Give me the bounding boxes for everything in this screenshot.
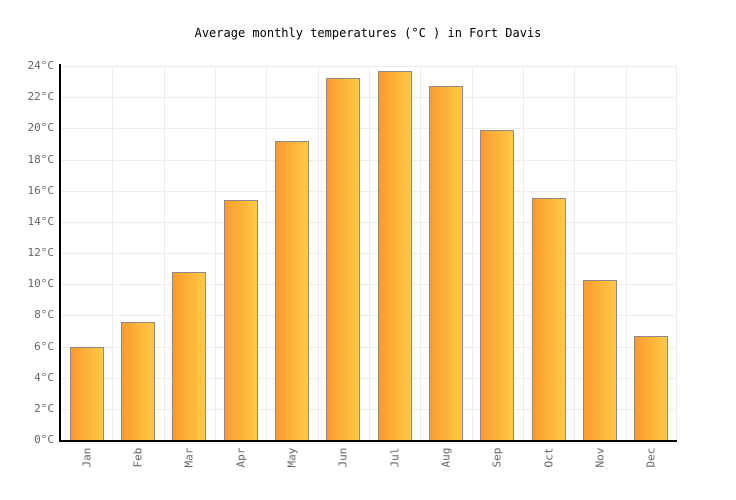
y-axis-tick-label: 20°C <box>27 121 55 135</box>
gridline-vertical <box>676 66 677 440</box>
x-axis-tick-label: Dec <box>644 447 658 468</box>
gridline-vertical <box>523 66 524 440</box>
bar-sep <box>480 129 515 440</box>
bar-dec <box>634 335 669 440</box>
y-axis-tick-label: 14°C <box>27 214 55 228</box>
x-axis-tick-label: Feb <box>131 447 145 468</box>
bar-apr <box>223 200 258 440</box>
y-axis-tick-label: 8°C <box>34 308 54 322</box>
gridline-vertical <box>164 66 165 440</box>
bar-jan <box>69 346 104 440</box>
gridline-vertical <box>472 66 473 440</box>
y-axis-tick-label: 4°C <box>34 370 54 384</box>
x-axis-tick-label: Nov <box>593 447 607 468</box>
y-axis-tick-label: 24°C <box>27 59 55 72</box>
bar-mar <box>172 271 207 440</box>
y-axis-tick-label: 0°C <box>34 433 54 446</box>
x-axis-tick-label: Sep <box>490 447 504 468</box>
bar-aug <box>429 86 463 440</box>
x-axis-tick-label: Aug <box>439 447 453 468</box>
gridline-vertical <box>420 66 421 440</box>
bar-may <box>275 140 309 440</box>
x-axis-tick-label: Jan <box>80 447 94 468</box>
bar-nov <box>583 279 617 440</box>
y-axis-tick-label: 16°C <box>27 183 55 197</box>
x-axis-tick-label: Apr <box>234 447 248 468</box>
x-axis-tick-label: Mar <box>182 447 196 468</box>
gridline-vertical <box>112 66 113 440</box>
x-axis-line <box>59 440 677 442</box>
y-axis-tick-label: 18°C <box>27 152 55 166</box>
y-axis-tick-label: 6°C <box>34 339 54 353</box>
bar-oct <box>531 198 566 440</box>
gridline-vertical <box>369 66 370 440</box>
y-axis-line <box>59 64 61 442</box>
gridline-vertical <box>318 66 319 440</box>
bar-feb <box>121 321 155 440</box>
x-axis-tick-label: Jul <box>388 447 402 468</box>
y-axis-tick-label: 2°C <box>34 401 54 415</box>
bar-jul <box>377 70 412 440</box>
gridline-vertical <box>266 66 267 440</box>
x-axis-tick-label: Jun <box>336 447 350 468</box>
gridline-vertical <box>626 66 627 440</box>
y-axis-tick-label: 12°C <box>27 246 55 259</box>
x-axis-tick-label: Oct <box>542 447 556 468</box>
gridline-vertical <box>215 66 216 440</box>
chart-title: Average monthly temperatures (°C ) in Fo… <box>194 26 542 40</box>
y-axis-tick-label: 22°C <box>27 90 55 104</box>
gridline-vertical <box>574 66 575 440</box>
x-axis-tick-label: May <box>285 447 299 468</box>
plot-area <box>61 66 677 440</box>
y-axis-tick-label: 10°C <box>27 277 55 291</box>
bar-jun <box>326 78 361 440</box>
